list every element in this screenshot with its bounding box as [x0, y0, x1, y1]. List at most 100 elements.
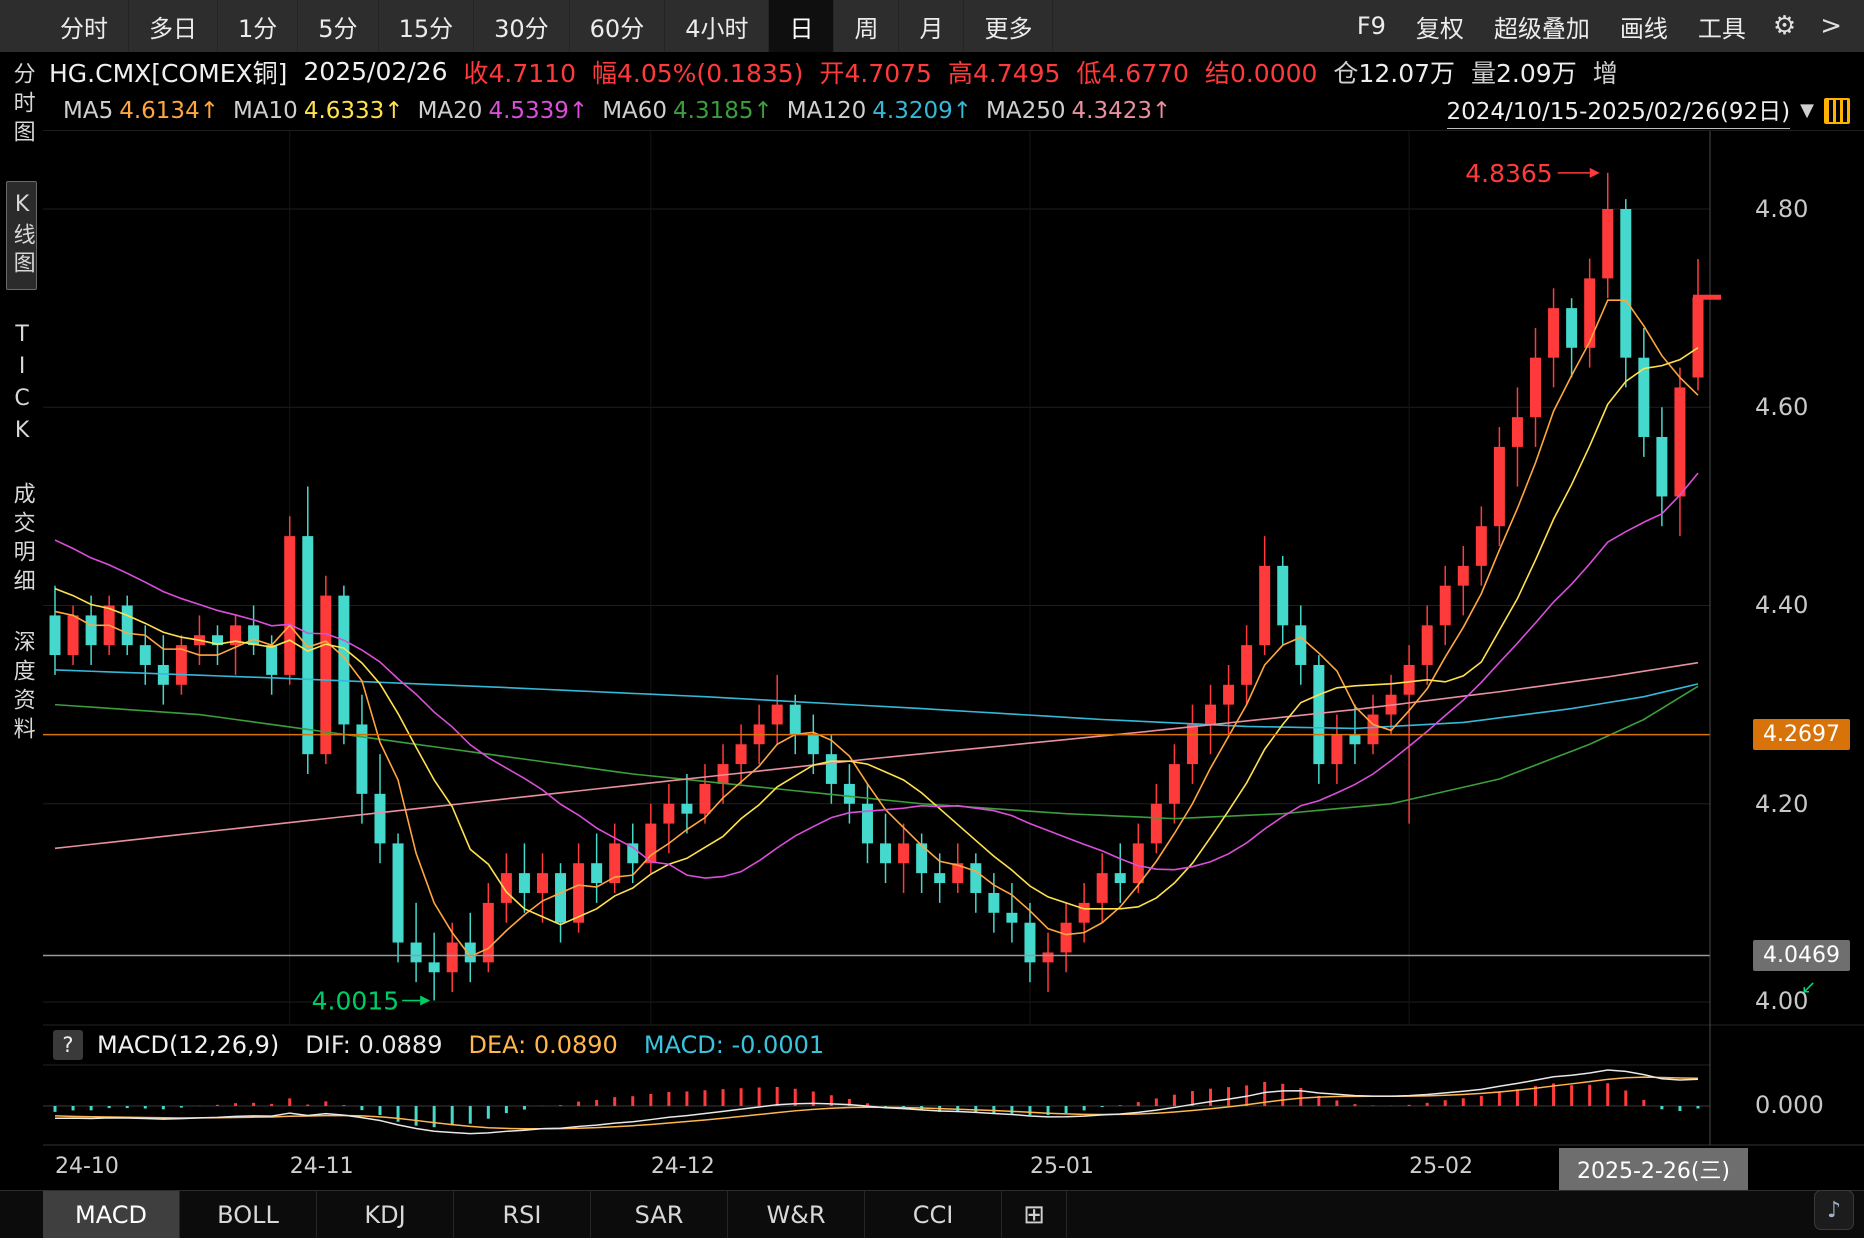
tab-multiday[interactable]: 多日	[129, 0, 218, 52]
date-range-text[interactable]: 2024/10/15-2025/02/26(92日)	[1446, 92, 1791, 130]
tab-monthly[interactable]: 月	[899, 0, 965, 52]
ma120-value: 4.3209↑	[872, 97, 973, 124]
ma20-label: MA20	[417, 97, 483, 124]
macd-zero-tick: 0.000	[1755, 1090, 1824, 1119]
tab-wr[interactable]: W&R	[728, 1191, 865, 1238]
ma20-value: 4.5339↑	[488, 97, 589, 124]
x-axis-label: 25-01	[1029, 1153, 1094, 1179]
indicator-tabbar: MACD BOLL KDJ RSI SAR W&R CCI ⊞	[0, 1190, 1864, 1238]
tab-macd[interactable]: MACD	[43, 1191, 180, 1238]
change-label: 幅	[592, 58, 618, 88]
close-label: 收	[463, 58, 489, 88]
x-axis-label: 24-11	[289, 1153, 354, 1179]
macd-dea-value: DEA: 0.0890	[468, 1030, 618, 1059]
tab-60min[interactable]: 60分	[570, 0, 666, 52]
x-axis-label: 25-02	[1409, 1153, 1474, 1179]
adjust-button[interactable]: 复权	[1415, 14, 1464, 43]
macd-header: ? MACD(12,26,9) DIF: 0.0889 DEA: 0.0890 …	[43, 1025, 824, 1065]
tab-15min[interactable]: 15分	[379, 0, 475, 52]
period-tabs: 分时 多日 1分 5分 15分 30分 60分 4小时 日 周 月 更多	[0, 0, 1054, 52]
settle-label: 结	[1204, 58, 1230, 88]
sidebar-item-trade-detail[interactable]: 成交明细	[9, 482, 35, 598]
price-line-badge: 4.2697	[1753, 718, 1850, 750]
increase-label: 增	[1592, 58, 1618, 88]
sidebar-item-timeshare-chart[interactable]: 分时图	[9, 62, 35, 149]
y-axis-tick: 4.40	[1755, 590, 1809, 619]
gear-icon[interactable]: ⚙	[1772, 11, 1797, 41]
ma250-label: MA250	[986, 97, 1066, 124]
tab-timeshare[interactable]: 分时	[40, 0, 129, 52]
help-icon[interactable]: ?	[53, 1029, 83, 1060]
openinterest-label: 仓	[1333, 58, 1359, 88]
ma10-label: MA10	[232, 97, 298, 124]
floating-widget-icon[interactable]: ♪	[1814, 1190, 1854, 1230]
add-indicator-button[interactable]: ⊞	[1002, 1191, 1067, 1238]
change-value: 4.05%(0.1835)	[617, 58, 804, 88]
open-value: 4.7075	[844, 58, 932, 88]
sidebar-item-depth-info[interactable]: 深度资料	[9, 630, 35, 746]
x-axis-label: 24-10	[55, 1153, 119, 1179]
x-axis-row: 2025-2-26(三) 24-10 24-11 24-12 25-01 25-02	[43, 1145, 1864, 1191]
macd-macd-value: MACD: -0.0001	[643, 1030, 825, 1059]
tab-rsi[interactable]: RSI	[454, 1191, 591, 1238]
openinterest-value: 12.07万	[1358, 58, 1456, 88]
ma10-value: 4.6333↑	[303, 97, 404, 124]
chart-area: 4.8365 4.0015 4.80 4.60 4.40 4.20 4.00 0.…	[43, 129, 1864, 1191]
super-overlay-button[interactable]: 超级叠加	[1493, 14, 1590, 43]
chevron-down-icon[interactable]: ▼	[1800, 100, 1814, 122]
tab-weekly[interactable]: 周	[834, 0, 900, 52]
tab-kdj[interactable]: KDJ	[317, 1191, 454, 1238]
y-axis-tick: 4.80	[1755, 194, 1809, 223]
macd-title: MACD(12,26,9)	[97, 1030, 280, 1059]
tab-5min[interactable]: 5分	[298, 0, 379, 52]
kline-chart[interactable]: 4.8365 4.0015	[43, 130, 1864, 1191]
period-toolbar: 分时 多日 1分 5分 15分 30分 60分 4小时 日 周 月 更多 F9 …	[0, 0, 1864, 52]
ma120-label: MA120	[786, 97, 867, 124]
volume-label: 量	[1471, 58, 1497, 88]
y-axis-tick: 4.60	[1755, 392, 1809, 421]
tab-more[interactable]: 更多	[964, 0, 1054, 52]
svg-text:4.8365: 4.8365	[1465, 159, 1552, 188]
high-label: 高	[947, 58, 973, 88]
chevron-right-icon[interactable]: >	[1820, 11, 1842, 41]
ma-indicator-bar: MA5 4.6134↑ MA10 4.6333↑ MA20 4.5339↑ MA60 4…	[43, 92, 1864, 130]
ma5-value: 4.6134↑	[119, 97, 219, 124]
tab-1min[interactable]: 1分	[218, 0, 299, 52]
current-date-badge: 2025-2-26(三)	[1558, 1147, 1748, 1190]
ma60-value: 4.3185↑	[673, 97, 773, 124]
tab-daily[interactable]: 日	[769, 0, 835, 52]
tools-button[interactable]: 工具	[1697, 14, 1746, 43]
y-axis-tick: 4.00	[1755, 986, 1809, 1015]
view-sidebar: 分时图 K线图 TICK 成交明细 深度资料	[0, 52, 43, 1190]
low-line-badge: 4.0469	[1753, 939, 1850, 971]
ma250-value: 4.3423↑	[1071, 97, 1172, 124]
close-value: 4.7110	[488, 58, 576, 88]
symbol-name: HG.CMX[COMEX铜]	[49, 58, 288, 88]
tab-boll[interactable]: BOLL	[180, 1191, 317, 1238]
sidebar-item-kline-chart[interactable]: K线图	[6, 181, 37, 290]
low-value: 4.6770	[1101, 58, 1189, 88]
f9-shortcut[interactable]: F9	[1356, 12, 1386, 40]
open-label: 开	[819, 58, 845, 88]
tab-sar[interactable]: SAR	[591, 1191, 728, 1238]
kline-settings-icon[interactable]	[1824, 97, 1850, 124]
toolbar-right: F9 复权 超级叠加 画线 工具 ⚙ >	[1342, 0, 1864, 52]
x-axis-label: 24-12	[650, 1153, 715, 1179]
date-range-selector[interactable]: 2024/10/15-2025/02/26(92日) ▼	[1446, 92, 1850, 130]
quote-bar: HG.CMX[COMEX铜] 2025/02/26 收4.7110 幅4.05%…	[43, 52, 1864, 92]
high-value: 4.7495	[972, 58, 1061, 88]
quote-date: 2025/02/26	[303, 57, 448, 87]
tab-cci[interactable]: CCI	[865, 1191, 1002, 1238]
draw-line-button[interactable]: 画线	[1619, 14, 1668, 43]
macd-dif-value: DIF: 0.0889	[305, 1030, 443, 1059]
tab-30min[interactable]: 30分	[474, 0, 570, 52]
settle-value: 0.0000	[1229, 58, 1318, 88]
svg-text:4.0015: 4.0015	[312, 986, 399, 1015]
low-label: 低	[1076, 58, 1102, 88]
ma60-label: MA60	[602, 97, 668, 124]
volume-value: 2.09万	[1496, 58, 1577, 88]
sidebar-item-tick[interactable]: TICK	[9, 322, 35, 450]
y-axis-tick: 4.20	[1755, 789, 1809, 818]
tab-4hour[interactable]: 4小时	[665, 0, 770, 52]
